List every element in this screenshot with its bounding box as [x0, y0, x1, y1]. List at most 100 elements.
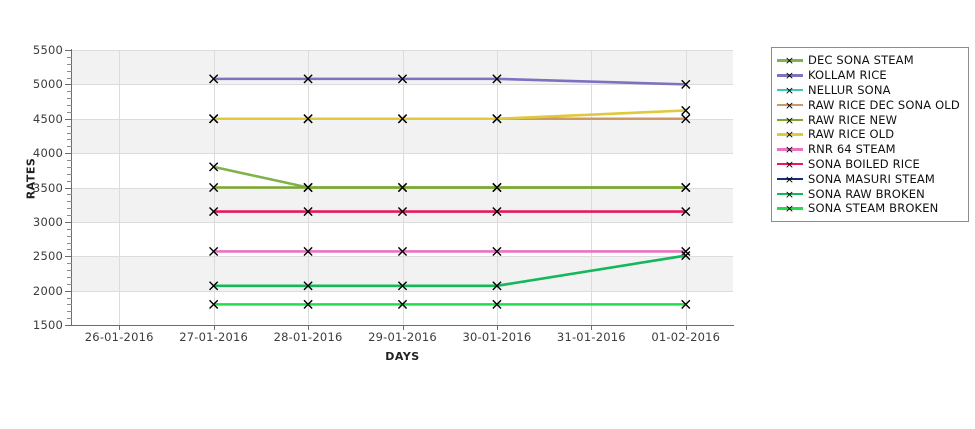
- data-point-marker-x-icon: [303, 182, 313, 193]
- data-point-marker-x-icon: [209, 182, 219, 193]
- legend-item-sona-raw-broken[interactable]: × SONA RAW BROKEN: [777, 186, 960, 201]
- data-point-marker-x-icon: [397, 281, 408, 291]
- legend-label: KOLLAM RICE: [808, 68, 887, 83]
- data-point-marker-x-icon: [209, 114, 219, 124]
- legend-swatch: ×: [777, 54, 803, 66]
- y-tick-label: 4000: [32, 146, 63, 161]
- data-point-marker-x-icon: [209, 74, 219, 84]
- data-point-marker-x-icon: [492, 246, 502, 257]
- data-point-marker-x-icon: [681, 182, 691, 193]
- data-point-marker-x-icon: [681, 250, 691, 261]
- legend-marker-x-icon: ×: [784, 143, 795, 157]
- data-point-marker-x-icon: [303, 299, 313, 309]
- y-tick-minor: [67, 173, 72, 175]
- x-tick: [591, 325, 592, 330]
- y-tick: [65, 256, 72, 258]
- legend-label: SONA MASURI STEAM: [808, 171, 935, 186]
- y-tick-minor: [67, 125, 72, 127]
- data-point-marker-x-icon: [209, 281, 219, 291]
- legend-item-kollam-rice[interactable]: × KOLLAM RICE: [777, 68, 960, 83]
- legend-item-sona-boiled-rice[interactable]: × SONA BOILED RICE: [777, 157, 960, 172]
- legend-item-nellur-sona[interactable]: × NELLUR SONA: [777, 83, 960, 98]
- legend-label: RAW RICE OLD: [808, 127, 895, 142]
- y-tick-minor: [67, 304, 72, 306]
- y-tick-minor: [67, 63, 72, 65]
- legend-swatch: ×: [777, 99, 803, 111]
- x-tick-label: 31-01-2016: [556, 330, 626, 344]
- y-tick-minor: [67, 91, 72, 93]
- data-point-marker-x-icon: [397, 299, 408, 309]
- y-tick-label: 5000: [32, 77, 63, 92]
- data-point-marker-x-icon: [397, 246, 408, 257]
- data-point-marker-x-icon: [303, 114, 313, 124]
- legend-swatch: ×: [777, 173, 803, 185]
- legend-swatch: ×: [777, 158, 803, 170]
- legend-swatch: ×: [777, 143, 803, 155]
- legend-swatch: ×: [777, 188, 803, 200]
- data-point-marker-x-icon: [303, 281, 313, 291]
- y-tick: [65, 84, 72, 86]
- x-tick-label: 30-01-2016: [462, 330, 532, 344]
- legend-label: NELLUR SONA: [808, 82, 891, 97]
- legend-swatch: ×: [777, 202, 803, 214]
- legend-item-raw-rice-new[interactable]: × RAW RICE NEW: [777, 112, 960, 127]
- legend-line: [777, 192, 803, 195]
- legend-item-rnr-64-steam[interactable]: × RNR 64 STEAM: [777, 142, 960, 157]
- y-tick-minor: [67, 228, 72, 230]
- y-tick-minor: [67, 77, 72, 79]
- legend-swatch: ×: [777, 128, 803, 140]
- y-tick-minor: [67, 283, 72, 285]
- legend-label: RAW RICE NEW: [808, 112, 898, 127]
- y-tick-minor: [67, 139, 72, 141]
- legend-item-raw-rice-old[interactable]: × RAW RICE OLD: [777, 127, 960, 142]
- legend-swatch: ×: [777, 84, 803, 96]
- y-tick-minor: [67, 146, 72, 148]
- series-sona-raw-broken: [209, 250, 691, 291]
- series-rnr-64-steam: [209, 246, 691, 257]
- y-tick-label: 5500: [32, 43, 63, 57]
- series-line: [213, 165, 686, 189]
- legend-marker-x-icon: ×: [784, 54, 795, 68]
- y-tick-label: 3000: [32, 214, 63, 229]
- legend-item-sona-steam-broken[interactable]: × SONA STEAM BROKEN: [777, 201, 960, 216]
- data-point-marker-x-icon: [397, 114, 408, 124]
- legend-item-sona-masuri-steam[interactable]: × SONA MASURI STEAM: [777, 171, 960, 186]
- y-tick-minor: [67, 235, 72, 237]
- gridline-horizontal: [72, 153, 733, 155]
- data-point-marker-x-icon: [209, 299, 219, 309]
- y-tick: [65, 118, 72, 120]
- y-tick-minor: [67, 201, 72, 203]
- y-tick-minor: [67, 105, 72, 106]
- legend-line: [777, 103, 803, 107]
- legend-item-raw-rice-dec-sona-old[interactable]: × RAW RICE DEC SONA OLD: [777, 97, 960, 112]
- data-point-marker-x-icon: [492, 114, 502, 124]
- legend-marker-x-icon: ×: [784, 187, 795, 201]
- legend-item-dec-sona-steam[interactable]: × DEC SONA STEAM: [777, 53, 960, 68]
- gridline-vertical: [119, 50, 120, 325]
- y-tick-minor: [67, 215, 72, 216]
- data-point-marker-x-icon: [492, 206, 502, 217]
- series-line: [213, 254, 686, 288]
- legend-marker-x-icon: ×: [784, 157, 795, 171]
- legend-swatch: ×: [777, 69, 803, 81]
- data-point-marker-x-icon: [303, 206, 313, 217]
- y-tick-minor: [67, 194, 72, 196]
- data-point-marker-x-icon: [209, 206, 219, 217]
- legend-label: SONA RAW BROKEN: [808, 186, 925, 201]
- x-tick-label: 26-01-2016: [84, 330, 154, 344]
- legend[interactable]: × DEC SONA STEAM × KOLLAM RICE × NELLUR SONA ×…: [771, 47, 969, 222]
- x-axis-title: DAYS: [385, 350, 420, 363]
- legend-marker-x-icon: ×: [784, 113, 795, 127]
- plot-band: [72, 118, 733, 154]
- legend-line: [777, 74, 803, 77]
- legend-marker-x-icon: ×: [784, 98, 795, 112]
- x-tick: [119, 325, 120, 330]
- y-tick-minor: [67, 311, 72, 313]
- x-axis-line: [71, 325, 734, 326]
- legend-line: [777, 177, 803, 181]
- data-point-marker-x-icon: [209, 246, 219, 257]
- series-sona-boiled-rice: [209, 206, 691, 217]
- gridline-horizontal: [72, 221, 733, 223]
- legend-swatch: ×: [777, 114, 803, 126]
- data-point-marker-x-icon: [492, 74, 502, 84]
